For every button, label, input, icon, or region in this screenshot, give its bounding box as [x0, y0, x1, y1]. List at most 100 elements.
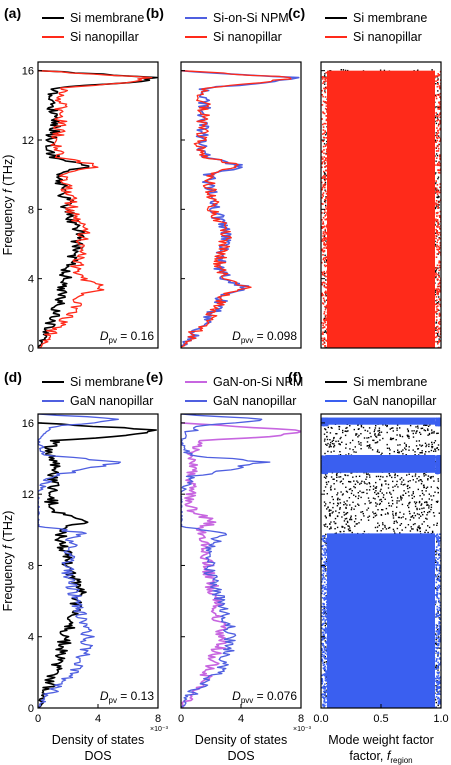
data-point — [368, 482, 371, 485]
band-edge-point — [435, 306, 438, 308]
band-edge-point — [324, 282, 326, 284]
band-edge-point — [435, 187, 437, 190]
data-point — [340, 480, 343, 482]
data-point — [419, 431, 421, 434]
data-point — [401, 435, 404, 438]
data-point — [437, 178, 439, 180]
data-point — [334, 517, 337, 520]
data-point — [437, 90, 439, 92]
band-edge-point — [324, 244, 326, 247]
data-point — [333, 478, 335, 480]
band-edge-point — [325, 144, 327, 146]
data-point — [388, 505, 390, 507]
data-point — [333, 521, 335, 523]
data-point — [423, 473, 425, 475]
data-point — [435, 134, 437, 137]
x-tick-label: 4 — [95, 713, 101, 725]
data-point — [426, 514, 428, 516]
y-tick-label: 4 — [28, 274, 34, 286]
band-edge-point — [438, 169, 441, 172]
data-point — [354, 486, 356, 489]
y-axis-title-part: (THz) — [1, 155, 15, 190]
panel-label: (a) — [4, 5, 21, 21]
band-edge-point — [324, 145, 327, 147]
band-edge-point — [438, 86, 441, 89]
band-edge-point — [325, 238, 328, 240]
data-point — [411, 516, 413, 518]
data-point — [323, 331, 326, 333]
data-point — [435, 553, 437, 556]
band-edge-point — [436, 220, 439, 222]
band-edge-point — [322, 235, 324, 237]
band-edge-point — [437, 145, 439, 148]
band-edge-point — [437, 171, 440, 174]
band-edge-point — [326, 340, 328, 342]
data-point — [398, 451, 400, 453]
data-point — [376, 503, 378, 505]
band-edge-point — [323, 242, 325, 244]
data-point — [435, 327, 437, 329]
y-axis-title-part: Frequency — [1, 552, 15, 612]
band-edge-point — [437, 147, 440, 150]
band-edge-point — [439, 328, 441, 330]
data-point — [359, 490, 361, 492]
data-point — [425, 451, 427, 453]
data-point — [433, 515, 436, 517]
data-point — [414, 451, 416, 453]
data-point — [335, 433, 337, 435]
band-edge-point — [439, 103, 441, 105]
band-edge-point — [439, 228, 441, 230]
data-point — [436, 341, 439, 343]
band-edge-point — [323, 299, 326, 301]
data-point — [436, 205, 438, 207]
data-point — [438, 647, 440, 649]
data-point — [434, 192, 436, 194]
data-point — [423, 475, 425, 477]
data-point — [425, 490, 427, 492]
band-edge-point — [326, 83, 329, 85]
data-point — [437, 82, 439, 84]
band-edge-point — [326, 109, 328, 112]
data-point — [428, 445, 430, 448]
data-point — [421, 523, 423, 525]
y-tick-label: 0 — [28, 343, 34, 355]
band-edge-point — [435, 340, 437, 343]
data-point — [391, 476, 393, 479]
data-point — [369, 444, 371, 446]
data-point — [436, 579, 439, 581]
data-point — [393, 450, 395, 453]
band-edge-point — [321, 188, 323, 191]
data-point — [431, 530, 434, 533]
data-point — [352, 476, 354, 478]
band-edge-point — [439, 210, 441, 213]
axes-frame — [180, 61, 302, 349]
data-point — [342, 493, 344, 495]
band-edge-point — [438, 298, 441, 300]
data-point — [421, 503, 423, 505]
band-edge-point — [326, 150, 328, 153]
data-point — [325, 568, 327, 570]
band-edge-point — [326, 332, 328, 335]
band-edge-point — [437, 343, 439, 345]
band-edge-point — [326, 149, 329, 151]
data-point — [331, 496, 333, 498]
band-edge-point — [323, 285, 326, 287]
data-point — [428, 498, 430, 500]
data-point — [324, 301, 326, 303]
band-edge-point — [326, 95, 329, 98]
data-point — [380, 530, 382, 532]
band-edge-point — [322, 327, 324, 329]
data-point — [399, 444, 401, 446]
data-point — [412, 528, 414, 530]
band-edge-point — [435, 256, 438, 258]
data-point — [336, 515, 339, 517]
data-point — [423, 507, 425, 509]
data-point — [408, 446, 410, 448]
data-point — [340, 491, 342, 493]
data-point — [438, 335, 440, 337]
band-edge-point — [437, 231, 439, 234]
annotation: Dpv = 0.16 — [100, 329, 154, 345]
series-line-si-membrane — [38, 69, 158, 348]
